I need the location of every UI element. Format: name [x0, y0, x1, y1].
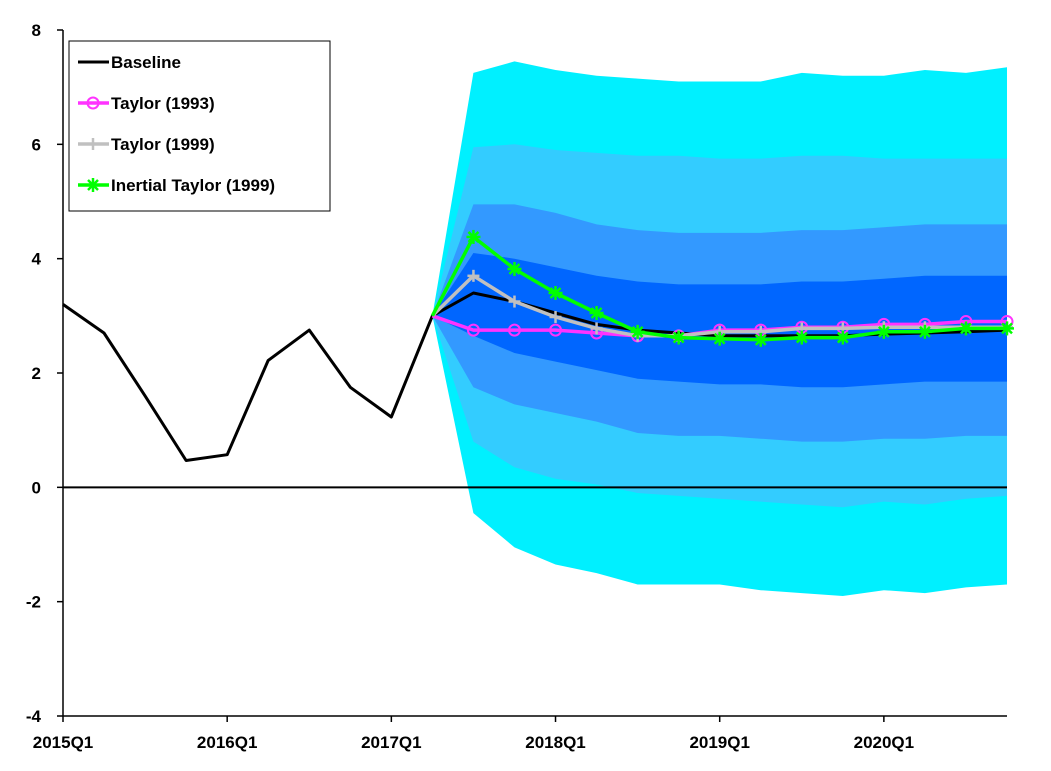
- legend-entry: Baseline: [78, 53, 181, 72]
- axes: -4 -2 0 2 4 6 8 2015Q1 2016Q1 2017Q1 2018Q1 2019Q1 2…: [26, 21, 1007, 752]
- x-tick-label: 2015Q1: [33, 733, 94, 752]
- legend-entry: Taylor (1993): [78, 94, 215, 113]
- data-point: [835, 330, 850, 345]
- x-tick-label: 2016Q1: [197, 733, 258, 752]
- y-tick-label: 4: [32, 250, 42, 269]
- data-point: [630, 324, 645, 339]
- fan-band-inner: [432, 253, 1007, 388]
- legend-label: Inertial Taylor (1999): [111, 176, 275, 195]
- y-tick-label: 6: [32, 135, 41, 154]
- data-point: [467, 269, 480, 282]
- legend-label: Baseline: [111, 53, 181, 72]
- data-point: [712, 331, 727, 346]
- x-tick-label: 2017Q1: [361, 733, 422, 752]
- legend-label: Taylor (1999): [111, 135, 215, 154]
- data-point: [671, 330, 686, 345]
- series-inertial-taylor-1999: [430, 229, 1014, 347]
- data-point: [87, 138, 99, 150]
- data-point: [917, 324, 932, 339]
- data-point: [589, 305, 604, 320]
- data-point: [1000, 321, 1014, 336]
- series-lines: [62, 229, 1014, 462]
- x-tick-label: 2020Q1: [854, 733, 915, 752]
- legend: Baseline Taylor (1993) Taylor (1999) Inerti…: [68, 40, 331, 212]
- x-tick-label: 2019Q1: [689, 733, 750, 752]
- data-point: [794, 330, 809, 345]
- data-point: [466, 323, 480, 337]
- legend-entry: Taylor (1999): [78, 135, 215, 154]
- data-point: [507, 261, 522, 276]
- data-point: [507, 323, 521, 337]
- y-tick-label: 2: [32, 364, 41, 383]
- data-point: [86, 178, 100, 192]
- legend-entry: Inertial Taylor (1999): [78, 176, 275, 195]
- data-point: [548, 285, 563, 300]
- x-tick-label: 2018Q1: [525, 733, 586, 752]
- data-point: [590, 322, 603, 335]
- y-tick-label: -4: [26, 707, 42, 726]
- y-tick-label: 0: [32, 478, 41, 497]
- data-point: [753, 332, 768, 347]
- data-point: [508, 295, 521, 308]
- data-point: [876, 324, 891, 339]
- y-tick-label: -2: [26, 593, 41, 612]
- y-tick-label: 8: [32, 21, 41, 40]
- data-point: [549, 323, 563, 337]
- data-point: [466, 229, 481, 244]
- legend-label: Taylor (1993): [111, 94, 215, 113]
- data-point: [549, 310, 562, 323]
- data-point: [86, 96, 100, 110]
- data-point: [958, 321, 973, 336]
- legend-box: [68, 40, 331, 212]
